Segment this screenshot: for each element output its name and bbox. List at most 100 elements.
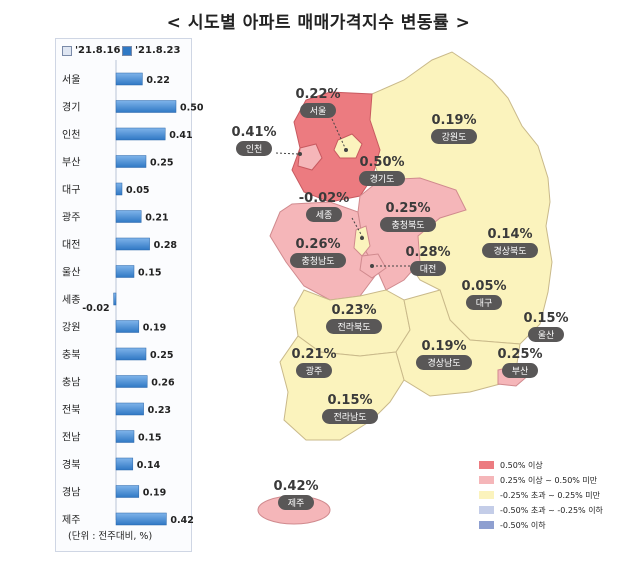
bar-category-label: 강원 xyxy=(62,322,80,334)
bar-value-label: 0.05 xyxy=(126,185,149,196)
page-title: < 시도별 아파트 매매가격지수 변동률 > xyxy=(166,13,471,33)
bar xyxy=(115,127,166,141)
bar xyxy=(115,347,147,361)
region-name: 충청북도 xyxy=(391,220,424,231)
bar-value-label: 0.22 xyxy=(146,75,169,86)
region-name: 부산 xyxy=(512,366,529,377)
map-legend-swatch-3 xyxy=(479,491,494,499)
bar xyxy=(115,72,143,86)
bar-value-label: 0.28 xyxy=(154,240,178,251)
leader-dot-daejeon xyxy=(370,264,374,268)
region-name-badge xyxy=(431,129,477,144)
bar xyxy=(115,182,123,196)
region-name: 대전 xyxy=(420,264,437,275)
region-name: 제주 xyxy=(288,498,305,509)
region-value: 0.14% xyxy=(487,227,532,242)
map-legend-label-3: -0.25% 초과 ~ 0.25% 미만 xyxy=(500,491,601,500)
bar-value-label: 0.26 xyxy=(151,378,175,389)
bar-category-label: 제주 xyxy=(62,514,80,526)
bar-category-label: 대전 xyxy=(62,239,80,251)
legend-prev: '21.8.16 xyxy=(62,45,120,56)
bar-category-label: 전남 xyxy=(62,432,80,444)
region-value: -0.02% xyxy=(299,191,350,206)
region-name-badge xyxy=(410,261,446,276)
bar-value-label: 0.25 xyxy=(150,158,173,169)
legend-curr: '21.8.23 xyxy=(122,45,180,56)
bar-value-label: 0.42 xyxy=(170,515,193,526)
region-value: 0.22% xyxy=(295,87,340,102)
map-legend-swatch-4 xyxy=(479,506,494,514)
region-name-badge xyxy=(322,409,378,424)
leader-line-seoul xyxy=(331,118,347,151)
region-shape-sejong xyxy=(353,225,371,257)
region-value: 0.19% xyxy=(431,113,476,128)
region-name-badge xyxy=(296,363,332,378)
bar-value-label: 0.23 xyxy=(148,405,171,416)
bar xyxy=(115,155,147,168)
bar-value-label: 0.50 xyxy=(180,103,204,114)
bar xyxy=(115,265,135,278)
region-name-badge xyxy=(482,243,538,258)
region-value: 0.42% xyxy=(273,479,318,494)
region-value: 0.50% xyxy=(359,155,404,170)
bar-category-label: 충남 xyxy=(62,377,80,389)
region-name: 경상남도 xyxy=(427,357,460,369)
map-legend-label-5: -0.50% 이하 xyxy=(500,520,546,530)
region-name-badge xyxy=(528,327,564,342)
leader-line-sejong xyxy=(351,217,363,237)
region-value: 0.19% xyxy=(421,339,466,354)
region-name: 세종 xyxy=(316,210,333,221)
bar xyxy=(115,430,135,443)
bar xyxy=(115,402,144,416)
bar-value-label: 0.25 xyxy=(150,350,173,361)
map-legend-swatch-2 xyxy=(479,476,494,484)
region-name-badge xyxy=(236,141,272,156)
region-value: 0.23% xyxy=(331,303,376,318)
map-legend-label-2: 0.25% 이상 ~ 0.50% 미만 xyxy=(500,475,598,485)
region-value: 0.41% xyxy=(231,125,276,140)
map-legend-label-4: -0.50% 초과 ~ -0.25% 이하 xyxy=(500,505,604,515)
unit-note: (단위 : 전주대비, %) xyxy=(68,531,153,542)
bar-category-label: 세종 xyxy=(62,294,80,306)
region-name-badge xyxy=(380,217,436,232)
map-legend-swatch-1 xyxy=(479,461,494,469)
bar xyxy=(115,512,167,526)
region-name-badge xyxy=(416,355,472,370)
region-name: 전라남도 xyxy=(333,412,366,423)
legend-prev-label: '21.8.16 xyxy=(75,45,121,56)
bar-category-label: 부산 xyxy=(62,157,80,169)
region-name: 대구 xyxy=(476,298,493,309)
region-name: 경기도 xyxy=(370,173,395,185)
map-legend-label-1: 0.50% 이상 xyxy=(500,460,543,470)
legend-curr-label: '21.8.23 xyxy=(135,45,181,56)
bar-category-label: 경남 xyxy=(62,486,80,499)
leader-dot-seoul xyxy=(344,148,348,152)
bar-value-label: 0.14 xyxy=(137,460,161,471)
region-name-badge xyxy=(278,495,314,510)
region-name: 강원도 xyxy=(442,132,467,143)
region-name-badge xyxy=(306,207,342,222)
region-shape-seoul xyxy=(333,133,363,159)
region-value: 0.26% xyxy=(295,237,340,252)
region-name-badge xyxy=(359,171,405,186)
bar xyxy=(115,100,177,113)
bar-value-label: 0.41 xyxy=(169,130,192,141)
bar xyxy=(113,292,117,306)
leader-dot-incheon xyxy=(298,152,302,156)
region-name: 충청남도 xyxy=(301,256,334,267)
region-shape-incheon xyxy=(297,143,323,171)
map-legend-swatch-5 xyxy=(479,521,494,529)
bar xyxy=(115,457,134,471)
region-name-badge xyxy=(466,295,502,310)
region-value: 0.15% xyxy=(523,311,568,326)
bar-category-label: 울산 xyxy=(62,267,80,279)
region-name: 광주 xyxy=(306,365,323,377)
region-name-badge xyxy=(326,319,382,334)
bar-value-label: 0.19 xyxy=(143,323,166,334)
bar-value-label: 0.15 xyxy=(138,268,161,279)
bar-value-label: 0.19 xyxy=(143,488,166,499)
region-value: 0.05% xyxy=(461,279,506,294)
bar-category-label: 서울 xyxy=(62,74,80,86)
